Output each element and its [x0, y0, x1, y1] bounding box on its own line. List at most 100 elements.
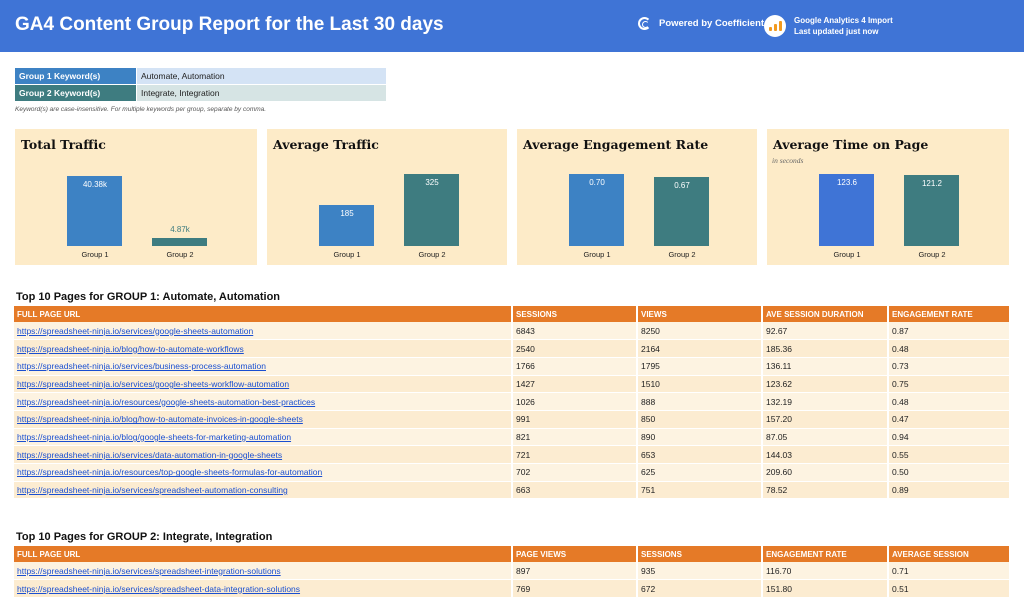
table-row: https://spreadsheet-ninja.io/blog/google… — [14, 428, 1011, 447]
google-analytics-icon — [764, 15, 786, 37]
page-url-link[interactable]: https://spreadsheet-ninja.io/services/go… — [17, 325, 254, 336]
table-cell: 702 — [512, 463, 638, 482]
url-cell: https://spreadsheet-ninja.io/resources/g… — [14, 392, 513, 411]
page-url-link[interactable]: https://spreadsheet-ninja.io/services/sp… — [17, 565, 281, 576]
table-cell: 897 — [512, 562, 638, 581]
table-cell: 87.05 — [762, 428, 889, 447]
keyword-table: Group 1 Keyword(s) Automate, Automation … — [14, 67, 387, 102]
keyword-note: Keyword(s) are case-insensitive. For mul… — [15, 106, 267, 113]
category-label: Group 1 — [81, 250, 109, 259]
url-cell: https://spreadsheet-ninja.io/blog/google… — [14, 428, 513, 447]
column-header: AVE SESSION DURATION — [762, 306, 889, 322]
table-cell: 0.51 — [888, 579, 1011, 598]
table-row: https://spreadsheet-ninja.io/blog/how-to… — [14, 339, 1011, 358]
table-cell: 1510 — [637, 375, 763, 394]
column-header: AVERAGE SESSION — [888, 546, 1011, 562]
card-title: Total Traffic — [21, 137, 106, 152]
url-cell: https://spreadsheet-ninja.io/services/bu… — [14, 357, 513, 376]
table-cell: 92.67 — [762, 322, 889, 341]
table-cell: 0.71 — [888, 562, 1011, 581]
page-url-link[interactable]: https://spreadsheet-ninja.io/services/sp… — [17, 583, 301, 594]
group1-bar — [67, 176, 122, 246]
table-row: https://spreadsheet-ninja.io/services/sp… — [14, 562, 1011, 581]
bar-value-label: 121.2 — [921, 179, 943, 188]
group1-bar — [569, 174, 624, 246]
category-label: Group 2 — [918, 250, 946, 259]
table-row: https://spreadsheet-ninja.io/services/go… — [14, 375, 1011, 394]
column-header: ENGAGEMENT RATE — [888, 306, 1011, 322]
group1-table-title: Top 10 Pages for GROUP 1: Automate, Auto… — [16, 291, 281, 303]
last-updated-label: Last updated just now — [794, 27, 879, 36]
group1-keyword-label: Group 1 Keyword(s) — [14, 67, 137, 85]
column-header: FULL PAGE URL — [14, 306, 513, 322]
group2-keyword-input[interactable]: Integrate, Integration — [136, 84, 387, 102]
column-header: SESSIONS — [512, 306, 638, 322]
page-title: GA4 Content Group Report for the Last 30… — [15, 14, 444, 35]
page-url-link[interactable]: https://spreadsheet-ninja.io/blog/google… — [17, 431, 292, 442]
ga-import-label: Google Analytics 4 Import — [794, 16, 893, 25]
table-cell: 1427 — [512, 375, 638, 394]
table-cell: 78.52 — [762, 481, 889, 500]
page-url-link[interactable]: https://spreadsheet-ninja.io/resources/t… — [17, 467, 323, 478]
table-cell: 157.20 — [762, 410, 889, 429]
group2-keyword-label: Group 2 Keyword(s) — [14, 84, 137, 102]
column-header: VIEWS — [637, 306, 763, 322]
total-traffic-card: Total Traffic 40.38k Group 1 4.87k Group 2 — [15, 129, 257, 265]
ga-import-status: Google Analytics 4 Import Last updated j… — [764, 15, 893, 37]
url-cell: https://spreadsheet-ninja.io/services/go… — [14, 322, 513, 341]
table-row: https://spreadsheet-ninja.io/resources/g… — [14, 392, 1011, 411]
table-cell: 0.50 — [888, 463, 1011, 482]
table-cell: 0.75 — [888, 375, 1011, 394]
group2-table-title: Top 10 Pages for GROUP 2: Integrate, Int… — [16, 531, 273, 543]
group2-pages-table: FULL PAGE URL PAGE VIEWS SESSIONS ENGAGEMEN… — [14, 546, 1011, 598]
bar-value-label: 40.38k — [82, 180, 108, 189]
group1-bar — [819, 174, 874, 246]
url-cell: https://spreadsheet-ninja.io/blog/how-to… — [14, 339, 513, 358]
table-cell: 132.19 — [762, 392, 889, 411]
bar-value-label: 185 — [340, 209, 354, 218]
group2-bar — [904, 175, 959, 246]
page-url-link[interactable]: https://spreadsheet-ninja.io/blog/how-to… — [17, 414, 303, 425]
table-cell: 0.73 — [888, 357, 1011, 376]
coefficient-logo-icon — [638, 17, 651, 30]
category-label: Group 1 — [833, 250, 861, 259]
table-row: https://spreadsheet-ninja.io/services/sp… — [14, 579, 1011, 598]
table-cell: 185.36 — [762, 339, 889, 358]
page-url-link[interactable]: https://spreadsheet-ninja.io/services/go… — [17, 378, 290, 389]
group1-keyword-input[interactable]: Automate, Automation — [136, 67, 387, 85]
table-cell: 116.70 — [762, 562, 889, 581]
url-cell: https://spreadsheet-ninja.io/services/sp… — [14, 562, 513, 581]
table-row: https://spreadsheet-ninja.io/services/sp… — [14, 481, 1011, 500]
table-cell: 0.89 — [888, 481, 1011, 500]
group2-bar — [152, 238, 207, 246]
page-url-link[interactable]: https://spreadsheet-ninja.io/services/sp… — [17, 485, 288, 496]
table-cell: 123.62 — [762, 375, 889, 394]
average-engagement-card: Average Engagement Rate 0.70 Group 1 0.67 G… — [517, 129, 757, 265]
column-header: ENGAGEMENT RATE — [762, 546, 889, 562]
table-cell: 0.87 — [888, 322, 1011, 341]
table-cell: 8250 — [637, 322, 763, 341]
table-cell: 0.55 — [888, 445, 1011, 464]
table-cell: 0.48 — [888, 392, 1011, 411]
powered-by[interactable]: Powered by Coefficient — [638, 17, 764, 30]
table-cell: 890 — [637, 428, 763, 447]
bar-value-label: 123.6 — [836, 178, 858, 187]
category-label: Group 1 — [333, 250, 361, 259]
table-cell: 1026 — [512, 392, 638, 411]
page-url-link[interactable]: https://spreadsheet-ninja.io/blog/how-to… — [17, 343, 244, 354]
page-url-link[interactable]: https://spreadsheet-ninja.io/resources/g… — [17, 396, 316, 407]
table-row: https://spreadsheet-ninja.io/services/bu… — [14, 357, 1011, 376]
table-cell: 821 — [512, 428, 638, 447]
group1-pages-table: FULL PAGE URL SESSIONS VIEWS AVE SESSION DU… — [14, 306, 1011, 500]
table-cell: 0.48 — [888, 339, 1011, 358]
group2-bar — [404, 174, 459, 246]
column-header: FULL PAGE URL — [14, 546, 513, 562]
table-row: https://spreadsheet-ninja.io/services/da… — [14, 445, 1011, 464]
table-cell: 751 — [637, 481, 763, 500]
page-url-link[interactable]: https://spreadsheet-ninja.io/services/da… — [17, 449, 283, 460]
card-title: Average Time on Page — [773, 137, 929, 152]
table-row: https://spreadsheet-ninja.io/blog/how-to… — [14, 410, 1011, 429]
page-url-link[interactable]: https://spreadsheet-ninja.io/services/bu… — [17, 361, 266, 372]
category-label: Group 2 — [668, 250, 696, 259]
average-time-card: Average Time on Page in seconds 123.6 Gro… — [767, 129, 1009, 265]
